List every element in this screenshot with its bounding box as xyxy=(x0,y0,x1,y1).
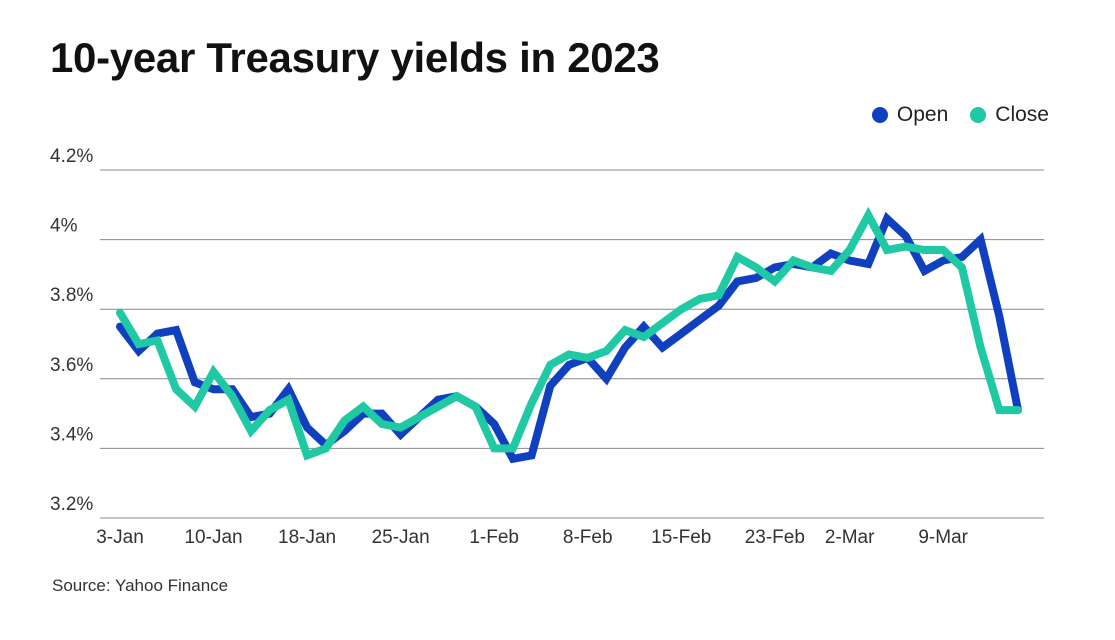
x-tick-label: 2-Mar xyxy=(825,527,875,548)
chart-title: 10-year Treasury yields in 2023 xyxy=(50,34,660,81)
y-tick-label: 4.2% xyxy=(50,146,93,167)
legend-swatch-open xyxy=(871,107,888,123)
x-tick-label: 1-Feb xyxy=(469,527,519,548)
y-tick-label: 4% xyxy=(50,216,78,237)
y-tick-label: 3.2% xyxy=(50,494,93,515)
x-tick-label: 8-Feb xyxy=(563,527,613,548)
x-tick-label: 25-Jan xyxy=(372,527,430,548)
legend-label-close: Close xyxy=(995,103,1049,126)
x-tick-label: 3-Jan xyxy=(96,527,144,548)
y-tick-label: 3.8% xyxy=(50,285,93,306)
legend-item-open: Open xyxy=(871,103,949,127)
x-tick-label: 10-Jan xyxy=(184,527,242,548)
legend-label-open: Open xyxy=(896,103,949,126)
x-tick-label: 23-Feb xyxy=(745,527,805,548)
legend-item-close: Close xyxy=(970,103,1049,127)
legend-swatch-close xyxy=(970,107,987,123)
chart-legend: Open Close xyxy=(871,103,1049,127)
y-tick-label: 3.4% xyxy=(50,424,93,445)
x-tick-label: 9-Mar xyxy=(918,527,968,548)
x-tick-label: 15-Feb xyxy=(651,527,711,548)
y-tick-label: 3.6% xyxy=(50,355,93,376)
x-tick-label: 18-Jan xyxy=(278,527,336,548)
source-note: Source: Yahoo Finance xyxy=(52,576,229,595)
series-line-close xyxy=(116,206,1022,461)
